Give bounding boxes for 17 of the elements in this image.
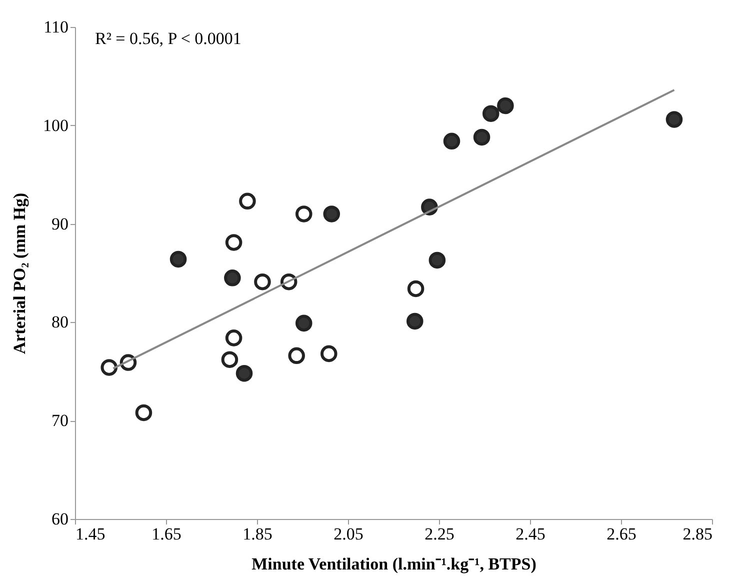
y-tick-label: 70 xyxy=(52,411,68,430)
y-tick-label: 80 xyxy=(52,312,68,332)
x-tick-label: 2.25 xyxy=(424,524,454,544)
y-tick-label: 60 xyxy=(52,510,68,528)
x-tick-label: 2.05 xyxy=(334,524,364,544)
x-axis-title: Minute Ventilation (l.min⁻¹.kg⁻¹, BTPS) xyxy=(252,554,536,574)
x-tick-label: 1.45 xyxy=(76,524,106,544)
y-tick-label: 100 xyxy=(43,116,68,135)
x-tick-label: 1.85 xyxy=(242,524,272,544)
x-tick-label: 1.65 xyxy=(152,524,182,544)
x-tick-label: 2.65 xyxy=(606,524,636,544)
y-tick-label: 110 xyxy=(44,18,68,36)
annotation: R² = 0.56, P < 0.0001 xyxy=(95,29,242,48)
x-tick-label: 2.45 xyxy=(516,524,546,544)
y-axis-title: Arterial PO₂ (mm Hg) xyxy=(10,192,29,354)
x-tick-label: 2.85 xyxy=(682,524,712,544)
y-tick-label: 90 xyxy=(52,214,68,234)
